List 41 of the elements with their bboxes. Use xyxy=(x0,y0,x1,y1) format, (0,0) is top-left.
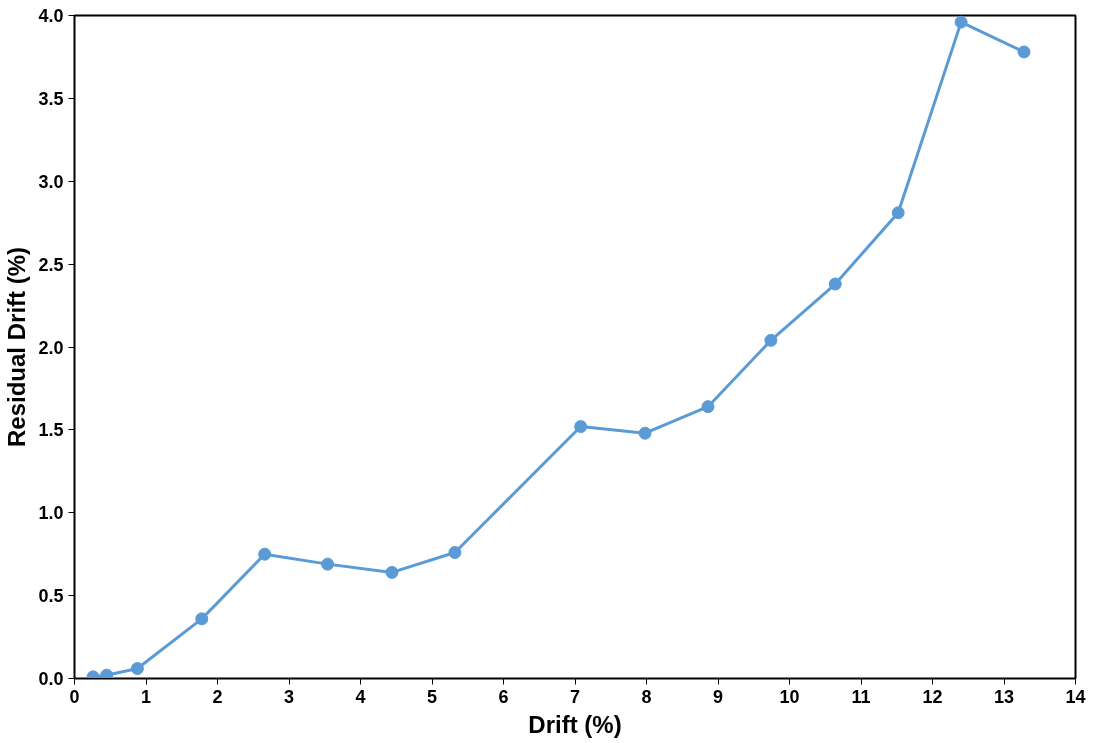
x-tick-label: 12 xyxy=(922,686,943,707)
point xyxy=(954,15,968,29)
point xyxy=(258,547,272,561)
x-tick-label: 13 xyxy=(993,686,1015,707)
y-tick-label: 3.5 xyxy=(38,88,64,109)
y-tick-label: 2.5 xyxy=(38,254,64,275)
x-tick-label: 11 xyxy=(851,686,871,707)
point xyxy=(385,565,399,579)
y-tick-label: 1.0 xyxy=(38,503,64,524)
point xyxy=(891,206,905,220)
y-tick-label: 0.5 xyxy=(38,586,64,607)
y-tick-label: 1.5 xyxy=(38,420,64,441)
point xyxy=(321,557,335,571)
x-axis-title: Drift (%) xyxy=(528,710,622,738)
y-tick-label: 0.0 xyxy=(38,669,64,689)
y-tick-label: 3.0 xyxy=(38,171,64,192)
x-tick-label: 1 xyxy=(140,686,152,707)
x-tick-label: 3 xyxy=(283,686,295,707)
x-tick-label: 8 xyxy=(641,686,652,707)
y-tick-label: 4.0 xyxy=(38,6,64,26)
point xyxy=(764,333,778,347)
point xyxy=(195,612,209,626)
x-tick-label: 5 xyxy=(426,686,438,707)
x-tick-label: 10 xyxy=(779,686,800,707)
x-tick-label: 9 xyxy=(712,686,724,707)
x-tick-label: 0 xyxy=(69,686,80,707)
x-tick-label: 14 xyxy=(1065,686,1086,707)
x-tick-label: 6 xyxy=(498,686,509,707)
point xyxy=(574,420,588,434)
x-tick-label: 7 xyxy=(569,686,581,707)
x-tick-label: 4 xyxy=(355,686,366,707)
point xyxy=(638,426,652,440)
point xyxy=(701,400,715,414)
point xyxy=(130,662,144,676)
point xyxy=(828,277,842,291)
point xyxy=(448,546,462,560)
x-tick-label: 2 xyxy=(212,686,223,707)
point xyxy=(1017,45,1031,59)
y-axis-title: Residual Drift (%) xyxy=(3,246,31,448)
y-tick-label: 2.0 xyxy=(38,337,64,358)
point xyxy=(100,668,114,679)
